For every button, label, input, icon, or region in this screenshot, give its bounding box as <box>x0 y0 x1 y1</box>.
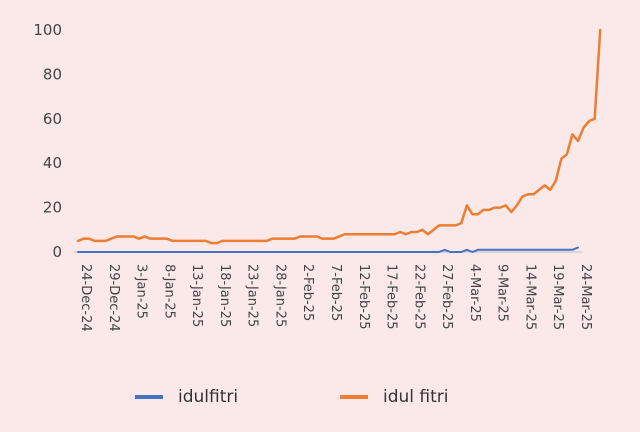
x-tick-label: 24-Dec-24 <box>78 264 93 332</box>
x-tick-label: 27-Feb-25 <box>439 264 454 329</box>
x-tick-label: 19-Mar-25 <box>550 264 565 330</box>
series-line-idul-fitri <box>76 28 602 245</box>
y-tick-label: 20 <box>43 199 62 217</box>
legend-label: idul fitri <box>383 387 449 407</box>
legend: idulfitri idul fitri <box>135 387 449 407</box>
x-tick-label: 2-Feb-25 <box>300 264 315 321</box>
series-line-idulfitri <box>77 246 579 253</box>
x-tick-label: 4-Mar-25 <box>467 264 482 322</box>
y-tick-label: 40 <box>43 154 62 172</box>
x-tick-label: 9-Mar-25 <box>495 264 510 322</box>
x-axis-ticks: 24-Dec-24 29-Dec-24 3-Jan-25 8-Jan-25 13-Jan… <box>78 264 593 332</box>
series-lines <box>76 28 602 253</box>
y-tick-label: 100 <box>33 21 62 39</box>
x-tick-label: 23-Jan-25 <box>245 264 260 327</box>
x-tick-label: 12-Feb-25 <box>356 264 371 329</box>
x-tick-label: 24-Mar-25 <box>578 264 593 330</box>
x-tick-label: 28-Jan-25 <box>272 264 287 327</box>
y-tick-label: 0 <box>52 243 62 261</box>
x-tick-label: 8-Jan-25 <box>161 264 176 319</box>
x-tick-label: 13-Jan-25 <box>189 264 204 327</box>
y-tick-label: 60 <box>43 110 62 128</box>
y-axis-ticks: 0 20 40 60 80 100 <box>33 21 62 261</box>
x-tick-label: 18-Jan-25 <box>217 264 232 327</box>
y-tick-label: 80 <box>43 65 62 83</box>
x-tick-label: 17-Feb-25 <box>384 264 399 329</box>
x-tick-label: 29-Dec-24 <box>106 264 121 332</box>
legend-label: idulfitri <box>178 387 238 407</box>
x-tick-label: 22-Feb-25 <box>411 264 426 329</box>
x-tick-label: 14-Mar-25 <box>522 264 537 330</box>
x-tick-label: 7-Feb-25 <box>328 264 343 321</box>
x-tick-label: 3-Jan-25 <box>134 264 149 319</box>
